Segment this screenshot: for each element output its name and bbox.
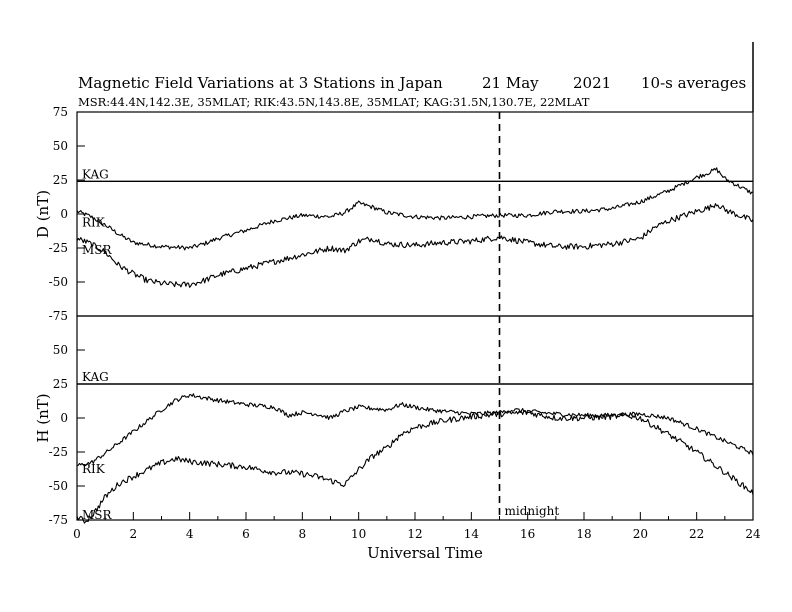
series-label-kag: KAG [82, 370, 109, 384]
chart-year: 2021 [573, 74, 611, 92]
x-tick-label: 0 [73, 527, 81, 541]
midnight-label: midnight [505, 504, 560, 518]
series-rik-h [76, 393, 754, 467]
x-tick-label: 18 [576, 527, 591, 541]
x-tick-label: 4 [186, 527, 194, 541]
series-msr-d [76, 203, 754, 288]
x-tick-label: 8 [299, 527, 307, 541]
series-label-kag: KAG [82, 167, 109, 181]
series-label-rik: RIK [82, 216, 106, 230]
station-coordinates: MSR:44.4N,142.3E, 35MLAT; RIK:43.5N,143.… [78, 95, 590, 109]
chart-averaging: 10-s averages [641, 74, 746, 92]
x-axis-label: Universal Time [367, 544, 483, 562]
axes-layer: 0 2 4 6 8 10 12 14 16 18 20 22 247550250-25-50-75502… [49, 105, 761, 541]
y-tick-label: 50 [53, 343, 68, 357]
y-tick-label: -25 [49, 445, 68, 459]
series-layer: KAG RIK MSR KAG RIK MSR [76, 167, 754, 524]
y-tick-label: -50 [49, 275, 68, 289]
panel-h-frame [76, 315, 754, 521]
series-label-msr: MSR [82, 243, 113, 257]
series-rik-d [76, 167, 754, 251]
series-label-rik: RIK [82, 462, 106, 476]
x-tick-label: 22 [689, 527, 704, 541]
x-tick-label: 20 [633, 527, 648, 541]
y-tick-label: 75 [53, 105, 68, 119]
x-tick-label: 10 [351, 527, 366, 541]
panel-d-ylabel: D (nT) [34, 190, 52, 238]
y-tick-label: -75 [49, 309, 68, 323]
panel-h-ylabel: H (nT) [34, 393, 52, 442]
y-tick-label: -25 [49, 241, 68, 255]
y-tick-label: 25 [53, 377, 68, 391]
chart-title: Magnetic Field Variations at 3 Stations … [78, 74, 443, 92]
series-msr-h [76, 409, 754, 524]
y-tick-label: 50 [53, 139, 68, 153]
y-tick-label: -50 [49, 479, 68, 493]
chart-date: 21 May [482, 74, 539, 92]
x-tick-label: 12 [407, 527, 422, 541]
x-tick-label: 24 [745, 527, 761, 541]
y-tick-label: 25 [53, 173, 68, 187]
x-tick-label: 14 [464, 527, 480, 541]
series-label-msr: MSR [82, 508, 113, 522]
y-tick-label: 0 [60, 207, 68, 221]
x-tick-label: 2 [130, 527, 138, 541]
y-tick-label: 0 [60, 411, 68, 425]
y-tick-label: -75 [49, 513, 68, 527]
x-tick-label: 16 [520, 527, 535, 541]
x-tick-label: 6 [242, 527, 250, 541]
